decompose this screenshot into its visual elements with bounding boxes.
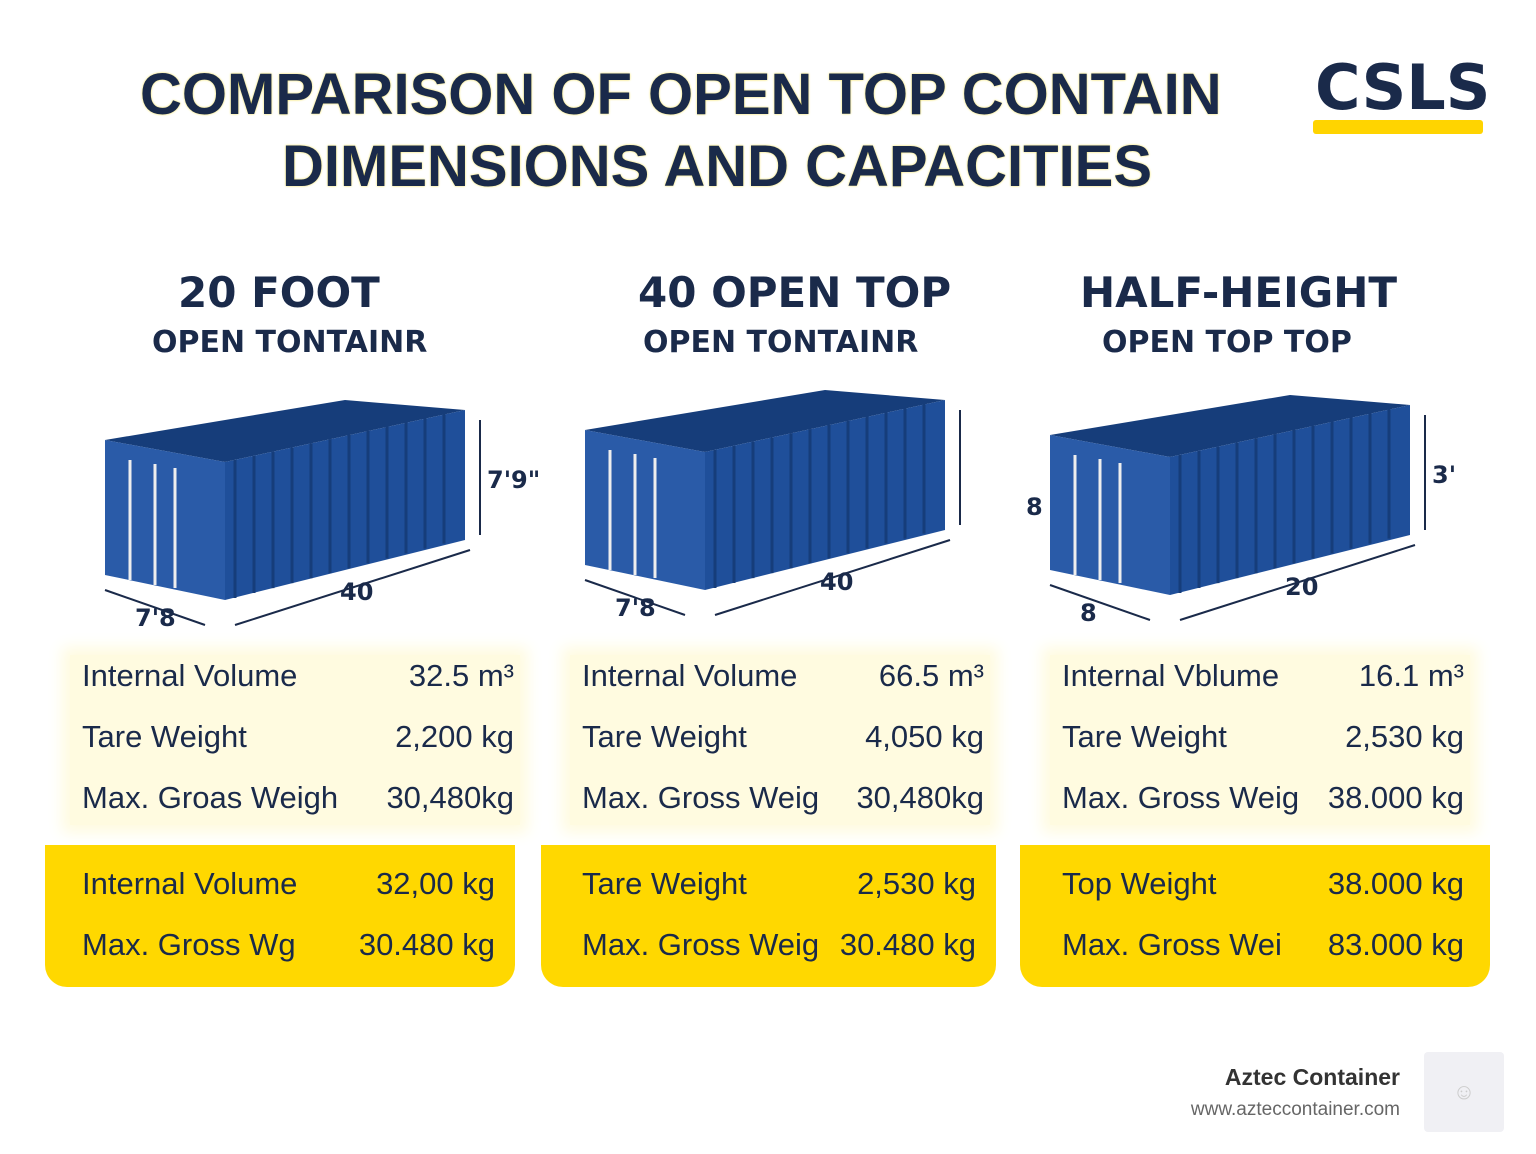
spec-label: Max. Groas Weigh — [82, 780, 339, 815]
spec-panel: Internal Volume 32.5 m³ Tare Weight 2,200 k… — [70, 655, 520, 825]
spec-label: Internal Volume — [582, 658, 798, 693]
dimension-length: 40 — [340, 578, 373, 606]
spec-label: Internal Vblume — [1062, 658, 1280, 693]
spec-value: 66.5 m³ — [878, 658, 984, 693]
highlight-panel: Internal Volume 32,00 kg Max. Gross Wg 30.4… — [45, 845, 515, 987]
highlight-label: Max. Gross Weig — [582, 927, 820, 962]
spec-value: 4,050 kg — [865, 719, 984, 754]
highlight-panel: Top Weight 38.000 kg Max. Gross Wei 83.000 … — [1020, 845, 1490, 987]
title-line-1: COMPARISON OF OPEN TOP CONTAIN — [140, 62, 1222, 127]
spec-value: 30,480kg — [856, 780, 984, 815]
spec-panel: Internal Volume 66.5 m³ Tare Weight 4,050 k… — [570, 655, 990, 825]
spec-label: Max. Gross Weig — [1062, 780, 1300, 815]
container-illustration: 7'8 40 — [584, 390, 961, 622]
spec-value: 2,530 kg — [1345, 719, 1464, 754]
dimension-height: 7'9" — [487, 466, 540, 494]
column-subtitle: OPEN TONTAINR — [643, 325, 919, 360]
dimension-side: 8 — [1026, 493, 1043, 521]
spec-label: Tare Weight — [582, 719, 747, 754]
highlight-value: 38.000 kg — [1327, 866, 1464, 901]
title-line-2: DIMENSIONS AND CAPACITIES — [282, 134, 1153, 199]
footer-url[interactable]: www.azteccontainer.com — [1190, 1099, 1400, 1120]
highlight-panel: Tare Weight 2,530 kg Max. Gross Weig 30.480… — [541, 845, 996, 987]
spec-value: 16.1 m³ — [1358, 658, 1464, 693]
brand-logo-text: CSLS — [1315, 51, 1491, 124]
highlight-value: 30.480 kg — [839, 927, 976, 962]
logo-icon: ☺ — [1424, 1052, 1504, 1132]
highlight-value: 30.480 kg — [358, 927, 495, 962]
column-subtitle: OPEN TOP TOP — [1102, 325, 1352, 360]
footer-company: Aztec Container — [1224, 1064, 1400, 1090]
column-title: 40 OPEN TOP — [638, 268, 952, 317]
spec-value: 30,480kg — [386, 780, 514, 815]
dimension-length: 40 — [820, 568, 853, 596]
highlight-label: Top Weight — [1062, 866, 1217, 901]
brand-underline — [1313, 120, 1483, 134]
highlight-label: Max. Gross Wg — [82, 927, 296, 962]
spec-panel: Internal Vblume 16.1 m³ Tare Weight 2,530 k… — [1050, 655, 1470, 825]
highlight-label: Internal Volume — [82, 866, 298, 901]
highlight-value: 32,00 kg — [376, 866, 495, 901]
spec-value: 32.5 m³ — [408, 658, 514, 693]
dimension-width: 7'8 — [615, 594, 656, 622]
dimension-height: 3' — [1432, 461, 1456, 489]
column-title: 20 FOOT — [178, 268, 380, 317]
highlight-value: 83.000 kg — [1327, 927, 1464, 962]
spec-label: Internal Volume — [82, 658, 298, 693]
highlight-label: Max. Gross Wei — [1062, 927, 1282, 962]
dimension-width: 7'8 — [135, 604, 176, 632]
spec-label: Tare Weight — [1062, 719, 1227, 754]
container-illustration: 3' 8 8 20 — [1026, 395, 1456, 627]
spec-label: Max. Gross Weig — [582, 780, 820, 815]
dimension-width: 8 — [1080, 599, 1097, 627]
column-subtitle: OPEN TONTAINR — [152, 325, 428, 360]
container-illustration: 7'9" 7'8 40 — [104, 400, 540, 632]
spec-label: Tare Weight — [82, 719, 247, 754]
spec-value: 2,200 kg — [395, 719, 514, 754]
highlight-label: Tare Weight — [582, 866, 747, 901]
spec-value: 38.000 kg — [1327, 780, 1464, 815]
dimension-length: 20 — [1285, 573, 1318, 601]
column-title: HALF-HEIGHT — [1080, 268, 1397, 317]
highlight-value: 2,530 kg — [857, 866, 976, 901]
